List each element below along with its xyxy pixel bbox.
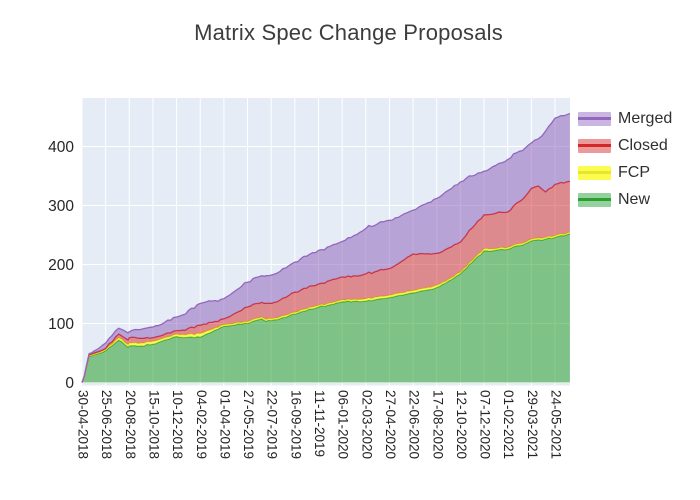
x-axis-tick-label: 17-08-2020 xyxy=(430,390,445,459)
y-axis-tick-label: 300 xyxy=(48,198,74,215)
x-axis-tick-label: 11-11-2019 xyxy=(312,390,327,457)
y-axis-tick-label: 400 xyxy=(48,139,74,156)
chart-title: Matrix Spec Change Proposals xyxy=(194,20,503,45)
area-merged[interactable] xyxy=(82,113,570,383)
legend-swatch-new xyxy=(578,192,611,207)
legend-label-merged: Merged xyxy=(618,110,673,127)
x-axis-tick-label: 20-08-2018 xyxy=(123,390,138,459)
legend: Merged Closed FCP New xyxy=(578,109,672,209)
legend-label-new: New xyxy=(618,191,651,208)
x-axis-tick-label: 22-07-2019 xyxy=(265,390,280,459)
legend-line-merged xyxy=(578,117,611,120)
x-axis-tick-label: 07-12-2020 xyxy=(478,390,493,459)
legend-item-fcp[interactable]: FCP xyxy=(578,163,672,182)
y-axis-tick-label: 100 xyxy=(48,316,74,333)
x-axis-tick-label: 01-02-2021 xyxy=(501,390,516,459)
legend-item-merged[interactable]: Merged xyxy=(578,109,672,128)
legend-item-new[interactable]: New xyxy=(578,190,672,209)
legend-line-new xyxy=(578,198,611,201)
x-axis-tick-label: 22-06-2020 xyxy=(407,390,422,459)
x-axis-tick-label: 04-02-2019 xyxy=(194,390,209,459)
legend-line-fcp xyxy=(578,171,611,174)
x-axis-labels: 30-04-2018 25-06-2018 20-08-2018 15-10-2018… xyxy=(76,390,564,459)
legend-label-fcp: FCP xyxy=(618,164,650,181)
x-axis-tick-label: 25-06-2018 xyxy=(99,390,114,459)
x-axis-tick-label: 01-04-2019 xyxy=(217,390,232,459)
legend-label-closed: Closed xyxy=(618,137,668,154)
x-axis-tick-label: 27-05-2019 xyxy=(241,390,256,459)
x-axis-tick-label: 02-03-2020 xyxy=(359,390,374,459)
x-axis-tick-label: 27-04-2020 xyxy=(383,390,398,459)
x-axis-tick-label: 10-12-2018 xyxy=(170,390,185,459)
legend-item-closed[interactable]: Closed xyxy=(578,136,672,155)
y-axis-tick-label: 0 xyxy=(65,375,74,392)
legend-swatch-closed xyxy=(578,138,611,153)
y-axis-tick-label: 200 xyxy=(48,257,74,274)
x-axis-tick-label: 15-10-2018 xyxy=(146,390,161,459)
x-axis-tick-label: 16-09-2019 xyxy=(288,390,303,459)
series-areas xyxy=(81,112,571,383)
x-axis-tick-label: 12-10-2020 xyxy=(454,390,469,459)
y-axis-labels: 0 100 200 300 400 xyxy=(48,139,74,392)
x-axis-tick-label: 06-01-2020 xyxy=(336,390,351,459)
legend-line-closed xyxy=(578,144,611,147)
legend-swatch-fcp xyxy=(578,165,611,180)
x-axis-tick-label: 30-04-2018 xyxy=(76,390,91,459)
x-axis-tick-label: 29-03-2021 xyxy=(525,390,540,459)
area-new[interactable] xyxy=(82,233,570,383)
legend-swatch-merged xyxy=(578,111,611,126)
line-merged xyxy=(81,112,571,383)
x-axis-tick-label: 24-05-2021 xyxy=(549,390,564,459)
area-closed[interactable] xyxy=(82,181,570,383)
